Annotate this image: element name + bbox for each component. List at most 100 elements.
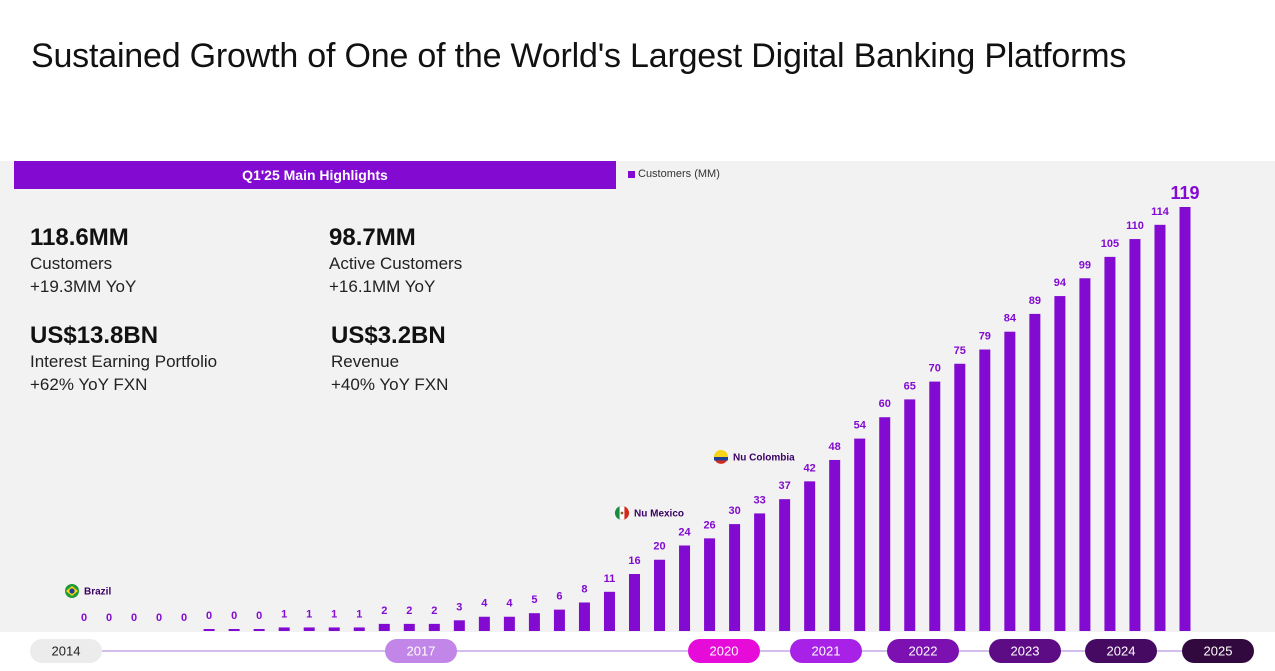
bar (203, 629, 215, 631)
bar-value-label: 70 (929, 363, 941, 375)
bar-value-label: 54 (854, 420, 867, 432)
brazil-flag-globe (69, 588, 75, 594)
year-label: 2025 (1204, 644, 1233, 659)
bar-value-label: 8 (581, 583, 587, 595)
bar (328, 627, 340, 631)
bar (1079, 278, 1091, 631)
bar (278, 627, 290, 631)
bar (353, 627, 365, 631)
chart-legend: Customers (MM) (628, 168, 720, 180)
page-title: Sustained Growth of One of the World's L… (31, 37, 1127, 75)
year-pill (887, 639, 959, 663)
colombia-flag-icon (714, 450, 728, 457)
bar (1054, 296, 1066, 631)
bar-value-label: 0 (206, 610, 212, 622)
bar (879, 417, 891, 631)
year-label: 2014 (52, 644, 81, 659)
bar (603, 591, 615, 631)
metric-delta: +62% YoY FXN (30, 375, 148, 394)
year-pill (688, 639, 760, 663)
bar (704, 538, 716, 631)
bar-value-label: 24 (678, 526, 691, 538)
bar (528, 613, 540, 631)
year-label: 2023 (1011, 644, 1040, 659)
bar-value-label: 1 (356, 608, 362, 620)
bar-value-label: 0 (131, 612, 137, 624)
bar (378, 623, 390, 631)
bar-value-label: 0 (181, 612, 187, 624)
bar-value-label: 5 (531, 594, 537, 606)
bar-value-label: 84 (1004, 313, 1017, 325)
metric-value: 98.7MM (329, 224, 416, 251)
bar-value-label: 6 (556, 591, 562, 603)
bar (654, 559, 666, 631)
bar-value-label: 0 (106, 612, 112, 624)
colombia-flag-red (715, 460, 727, 464)
year-label: 2020 (710, 644, 739, 659)
bar-value-label: 1 (281, 608, 287, 620)
bar (779, 499, 791, 631)
bar-value-label: 0 (81, 612, 87, 624)
bar-value-label: 99 (1079, 259, 1091, 271)
country-annotation: Nu Colombia (733, 453, 795, 464)
bar-value-label: 2 (406, 605, 412, 617)
bar-value-label: 0 (256, 610, 262, 622)
bar-value-label: 30 (728, 505, 740, 517)
bar-value-label: 0 (156, 612, 162, 624)
bar-value-label: 11 (604, 573, 616, 585)
bar (478, 616, 490, 631)
metric-active-customers: 98.7MM Active Customers +16.1MM YoY (329, 224, 462, 298)
bar-value-label: 89 (1029, 295, 1041, 307)
year-label: 2017 (407, 644, 436, 659)
bar (403, 623, 415, 631)
country-annotation: Nu Mexico (634, 509, 684, 520)
bar-value-label: 65 (904, 380, 916, 392)
year-pill (385, 639, 457, 663)
colombia-flag-blue (714, 457, 728, 461)
mexico-flag-green (614, 506, 620, 520)
bar (1179, 207, 1191, 631)
metric-delta: +16.1MM YoY (329, 277, 436, 296)
highlights-header: Q1'25 Main Highlights (14, 161, 616, 189)
bar (929, 381, 941, 631)
bar-value-label: 94 (1054, 277, 1067, 289)
bar (904, 399, 916, 631)
bar-value-label: 60 (879, 398, 891, 410)
bar (1004, 331, 1016, 631)
bar (1029, 313, 1041, 631)
bar (1129, 239, 1141, 631)
bar-value-label: 79 (979, 331, 991, 343)
metric-label: Customers (30, 254, 113, 273)
bar (453, 620, 465, 631)
legend-label: Customers (MM) (638, 168, 720, 180)
bar-value-label: 20 (653, 541, 665, 553)
bar-value-label: 33 (753, 494, 765, 506)
bar (954, 363, 966, 631)
bar-value-label: 75 (954, 345, 966, 357)
bar-value-label: 42 (804, 462, 816, 474)
year-pill (30, 639, 102, 663)
bar (1154, 224, 1166, 631)
metric-delta: +40% YoY FXN (331, 375, 449, 394)
bar (428, 623, 440, 631)
year-pill (989, 639, 1061, 663)
bar-value-label: 4 (481, 598, 488, 610)
bar (829, 459, 841, 631)
bar-value-label: 16 (628, 555, 640, 567)
bar (228, 629, 240, 631)
bar (979, 349, 991, 631)
metric-revenue: US$3.2BN Revenue +40% YoY FXN (331, 322, 448, 396)
bar (303, 627, 315, 631)
bar-value-label: 2 (381, 605, 387, 617)
bar-value-label: 48 (829, 441, 841, 453)
legend-swatch (628, 170, 635, 178)
bar (578, 602, 590, 631)
bar-value-label: 119 (1170, 183, 1199, 203)
bar (253, 629, 265, 631)
bar-value-label: 1 (306, 608, 312, 620)
bar (679, 545, 691, 631)
metric-label: Active Customers (329, 254, 463, 273)
bar (629, 573, 640, 631)
country-annotation: Brazil (84, 587, 111, 598)
